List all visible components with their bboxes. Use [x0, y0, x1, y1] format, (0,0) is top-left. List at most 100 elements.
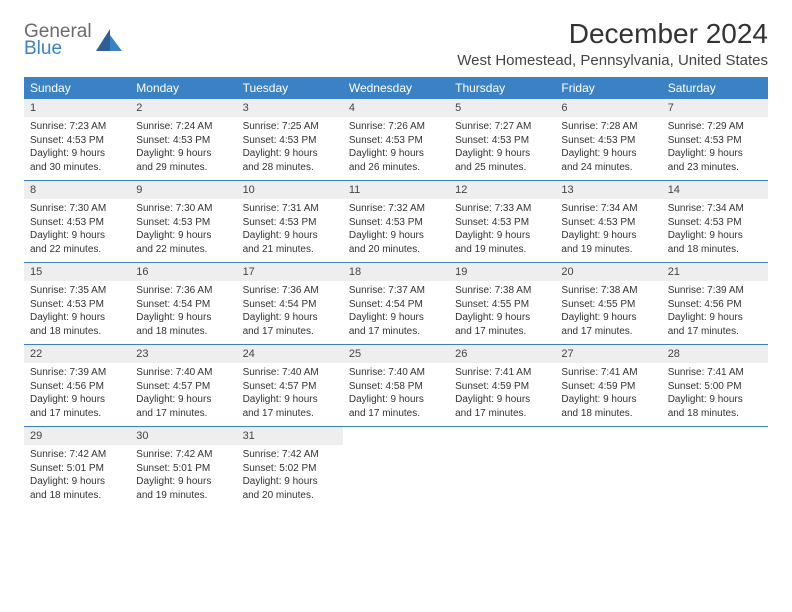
day-number: 31 [237, 427, 343, 445]
daylight-text: and 23 minutes. [668, 161, 762, 175]
daylight-text: Daylight: 9 hours [243, 311, 337, 325]
sunset-text: Sunset: 4:53 PM [455, 134, 549, 148]
calendar-day-cell [449, 427, 555, 509]
daylight-text: Daylight: 9 hours [136, 229, 230, 243]
weekday-header-row: Sunday Monday Tuesday Wednesday Thursday… [24, 77, 768, 99]
day-details: Sunrise: 7:30 AMSunset: 4:53 PMDaylight:… [24, 199, 130, 262]
sunrise-text: Sunrise: 7:33 AM [455, 202, 549, 216]
day-details: Sunrise: 7:42 AMSunset: 5:02 PMDaylight:… [237, 445, 343, 508]
daylight-text: and 18 minutes. [668, 243, 762, 257]
sunset-text: Sunset: 5:00 PM [668, 380, 762, 394]
daylight-text: and 17 minutes. [561, 325, 655, 339]
day-details: Sunrise: 7:40 AMSunset: 4:58 PMDaylight:… [343, 363, 449, 426]
daylight-text: Daylight: 9 hours [30, 311, 124, 325]
day-number: 4 [343, 99, 449, 117]
weekday-header: Sunday [24, 77, 130, 99]
calendar-day-cell: 1Sunrise: 7:23 AMSunset: 4:53 PMDaylight… [24, 99, 130, 181]
sunrise-text: Sunrise: 7:39 AM [30, 366, 124, 380]
daylight-text: Daylight: 9 hours [455, 393, 549, 407]
calendar-day-cell: 28Sunrise: 7:41 AMSunset: 5:00 PMDayligh… [662, 345, 768, 427]
calendar-day-cell: 26Sunrise: 7:41 AMSunset: 4:59 PMDayligh… [449, 345, 555, 427]
calendar-day-cell: 6Sunrise: 7:28 AMSunset: 4:53 PMDaylight… [555, 99, 661, 181]
sunrise-text: Sunrise: 7:29 AM [668, 120, 762, 134]
sunrise-text: Sunrise: 7:28 AM [561, 120, 655, 134]
sunset-text: Sunset: 4:53 PM [349, 134, 443, 148]
day-details: Sunrise: 7:37 AMSunset: 4:54 PMDaylight:… [343, 281, 449, 344]
day-number: 5 [449, 99, 555, 117]
sunrise-text: Sunrise: 7:32 AM [349, 202, 443, 216]
sunset-text: Sunset: 4:55 PM [561, 298, 655, 312]
calendar-week-row: 1Sunrise: 7:23 AMSunset: 4:53 PMDaylight… [24, 99, 768, 181]
calendar-day-cell: 24Sunrise: 7:40 AMSunset: 4:57 PMDayligh… [237, 345, 343, 427]
month-title: December 2024 [457, 18, 768, 50]
day-details: Sunrise: 7:36 AMSunset: 4:54 PMDaylight:… [130, 281, 236, 344]
day-number: 26 [449, 345, 555, 363]
daylight-text: and 17 minutes. [243, 407, 337, 421]
sunrise-text: Sunrise: 7:42 AM [243, 448, 337, 462]
calendar-table: Sunday Monday Tuesday Wednesday Thursday… [24, 77, 768, 508]
day-details: Sunrise: 7:41 AMSunset: 4:59 PMDaylight:… [449, 363, 555, 426]
sunset-text: Sunset: 4:54 PM [243, 298, 337, 312]
location: West Homestead, Pennsylvania, United Sta… [457, 52, 768, 69]
sunset-text: Sunset: 4:53 PM [136, 216, 230, 230]
sunset-text: Sunset: 4:54 PM [136, 298, 230, 312]
sunset-text: Sunset: 4:53 PM [668, 134, 762, 148]
day-details: Sunrise: 7:32 AMSunset: 4:53 PMDaylight:… [343, 199, 449, 262]
sunset-text: Sunset: 4:53 PM [455, 216, 549, 230]
sunrise-text: Sunrise: 7:30 AM [30, 202, 124, 216]
sunrise-text: Sunrise: 7:38 AM [455, 284, 549, 298]
day-details: Sunrise: 7:24 AMSunset: 4:53 PMDaylight:… [130, 117, 236, 180]
weekday-header: Wednesday [343, 77, 449, 99]
day-number: 25 [343, 345, 449, 363]
sunset-text: Sunset: 4:59 PM [455, 380, 549, 394]
day-details: Sunrise: 7:38 AMSunset: 4:55 PMDaylight:… [555, 281, 661, 344]
daylight-text: and 21 minutes. [243, 243, 337, 257]
calendar-day-cell: 27Sunrise: 7:41 AMSunset: 4:59 PMDayligh… [555, 345, 661, 427]
daylight-text: Daylight: 9 hours [668, 229, 762, 243]
sunset-text: Sunset: 4:53 PM [561, 216, 655, 230]
daylight-text: and 17 minutes. [136, 407, 230, 421]
sunrise-text: Sunrise: 7:41 AM [455, 366, 549, 380]
calendar-day-cell: 9Sunrise: 7:30 AMSunset: 4:53 PMDaylight… [130, 181, 236, 263]
daylight-text: and 19 minutes. [455, 243, 549, 257]
daylight-text: Daylight: 9 hours [455, 147, 549, 161]
sunrise-text: Sunrise: 7:37 AM [349, 284, 443, 298]
day-details: Sunrise: 7:40 AMSunset: 4:57 PMDaylight:… [237, 363, 343, 426]
daylight-text: and 20 minutes. [349, 243, 443, 257]
daylight-text: and 18 minutes. [668, 407, 762, 421]
sunrise-text: Sunrise: 7:36 AM [136, 284, 230, 298]
day-number: 17 [237, 263, 343, 281]
daylight-text: Daylight: 9 hours [561, 229, 655, 243]
day-number: 1 [24, 99, 130, 117]
sunrise-text: Sunrise: 7:40 AM [136, 366, 230, 380]
daylight-text: Daylight: 9 hours [243, 229, 337, 243]
weekday-header: Thursday [449, 77, 555, 99]
calendar-day-cell: 18Sunrise: 7:37 AMSunset: 4:54 PMDayligh… [343, 263, 449, 345]
daylight-text: Daylight: 9 hours [561, 311, 655, 325]
calendar-day-cell: 10Sunrise: 7:31 AMSunset: 4:53 PMDayligh… [237, 181, 343, 263]
sunset-text: Sunset: 4:53 PM [136, 134, 230, 148]
daylight-text: Daylight: 9 hours [668, 311, 762, 325]
day-details: Sunrise: 7:34 AMSunset: 4:53 PMDaylight:… [662, 199, 768, 262]
day-details: Sunrise: 7:36 AMSunset: 4:54 PMDaylight:… [237, 281, 343, 344]
sunrise-text: Sunrise: 7:41 AM [561, 366, 655, 380]
sunset-text: Sunset: 4:53 PM [243, 134, 337, 148]
sunset-text: Sunset: 4:53 PM [349, 216, 443, 230]
sunrise-text: Sunrise: 7:35 AM [30, 284, 124, 298]
day-number: 28 [662, 345, 768, 363]
daylight-text: and 25 minutes. [455, 161, 549, 175]
calendar-day-cell: 19Sunrise: 7:38 AMSunset: 4:55 PMDayligh… [449, 263, 555, 345]
daylight-text: Daylight: 9 hours [243, 147, 337, 161]
sunset-text: Sunset: 4:54 PM [349, 298, 443, 312]
day-number: 8 [24, 181, 130, 199]
day-number: 23 [130, 345, 236, 363]
sunrise-text: Sunrise: 7:23 AM [30, 120, 124, 134]
sunset-text: Sunset: 4:53 PM [561, 134, 655, 148]
calendar-day-cell: 29Sunrise: 7:42 AMSunset: 5:01 PMDayligh… [24, 427, 130, 509]
sunrise-text: Sunrise: 7:42 AM [136, 448, 230, 462]
day-number: 18 [343, 263, 449, 281]
day-details: Sunrise: 7:23 AMSunset: 4:53 PMDaylight:… [24, 117, 130, 180]
sunrise-text: Sunrise: 7:36 AM [243, 284, 337, 298]
sunrise-text: Sunrise: 7:34 AM [561, 202, 655, 216]
sunrise-text: Sunrise: 7:40 AM [243, 366, 337, 380]
